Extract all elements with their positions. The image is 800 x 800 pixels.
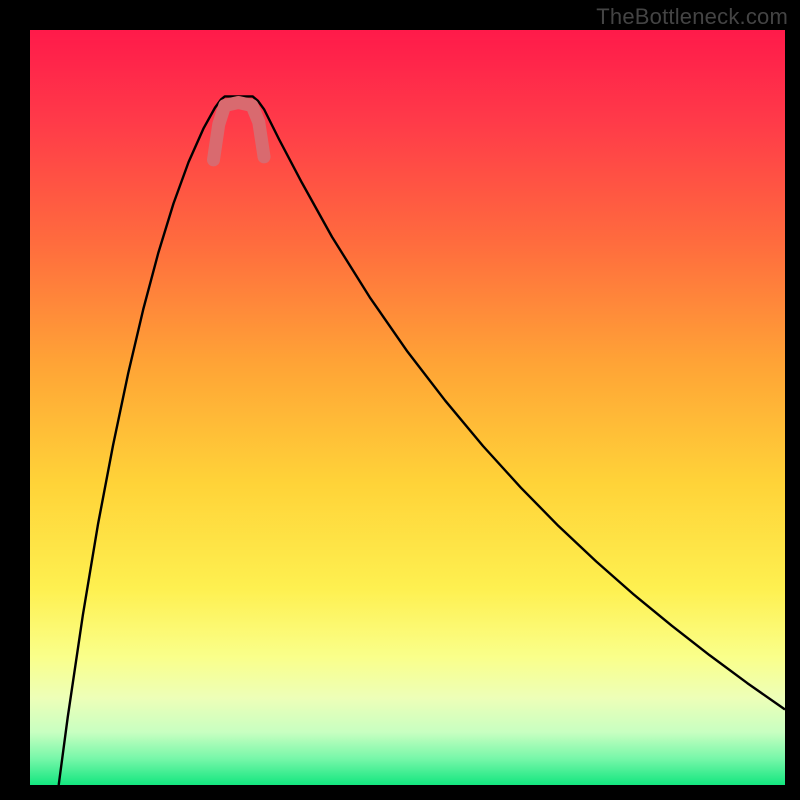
- gradient-background: [30, 30, 785, 785]
- bottleneck-chart: [30, 30, 785, 785]
- chart-svg: [30, 30, 785, 785]
- watermark-text: TheBottleneck.com: [596, 4, 788, 30]
